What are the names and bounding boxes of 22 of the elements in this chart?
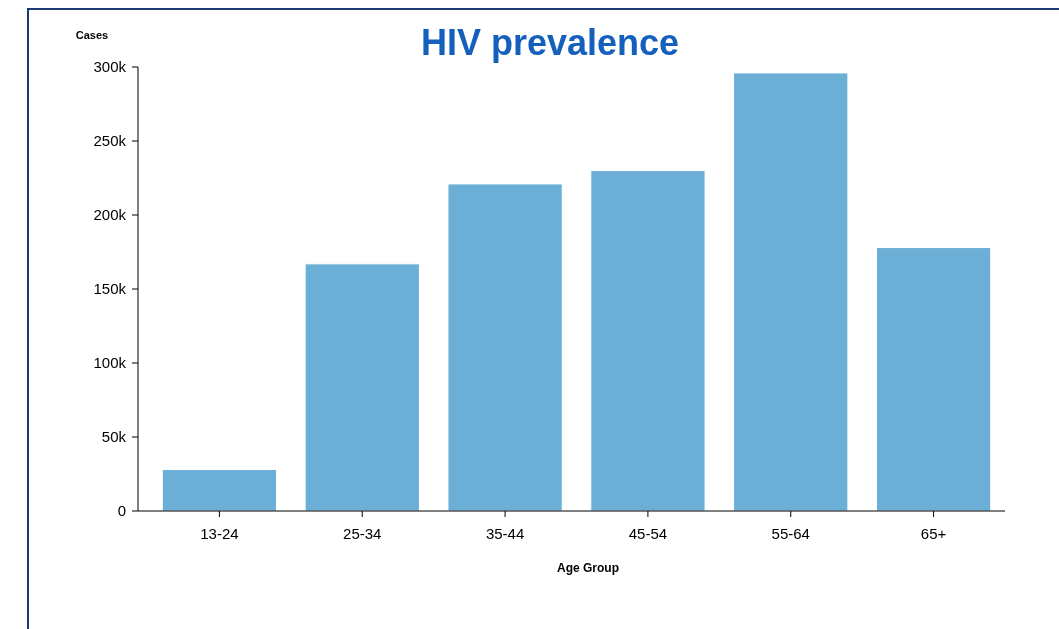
y-tick-label: 100k: [93, 354, 127, 372]
x-tick-label: 65+: [920, 525, 947, 542]
x-tick-label: 13-24: [200, 525, 239, 542]
bar: [161, 469, 278, 512]
x-tick-label: 35-44: [485, 525, 525, 542]
y-tick-label: 0: [117, 502, 126, 520]
y-tick-label: 50k: [101, 428, 127, 446]
y-tick-label: 150k: [93, 280, 127, 298]
bar: [590, 170, 706, 512]
x-tick-label: 55-64: [771, 525, 810, 542]
chart-title: HIV prevalence: [420, 22, 680, 63]
x-tick-label: 25-34: [343, 525, 382, 542]
y-tick-label: 300k: [93, 58, 127, 76]
bar: [733, 72, 849, 512]
x-tick-label: 45-54: [628, 525, 668, 542]
y-axis-title: Cases: [75, 29, 109, 41]
y-tick-label: 250k: [93, 132, 127, 150]
bar: [447, 183, 563, 512]
bar: [875, 247, 992, 512]
y-tick-label: 200k: [93, 206, 127, 224]
bar: [304, 263, 420, 512]
x-axis-title: Age Group: [557, 561, 619, 575]
